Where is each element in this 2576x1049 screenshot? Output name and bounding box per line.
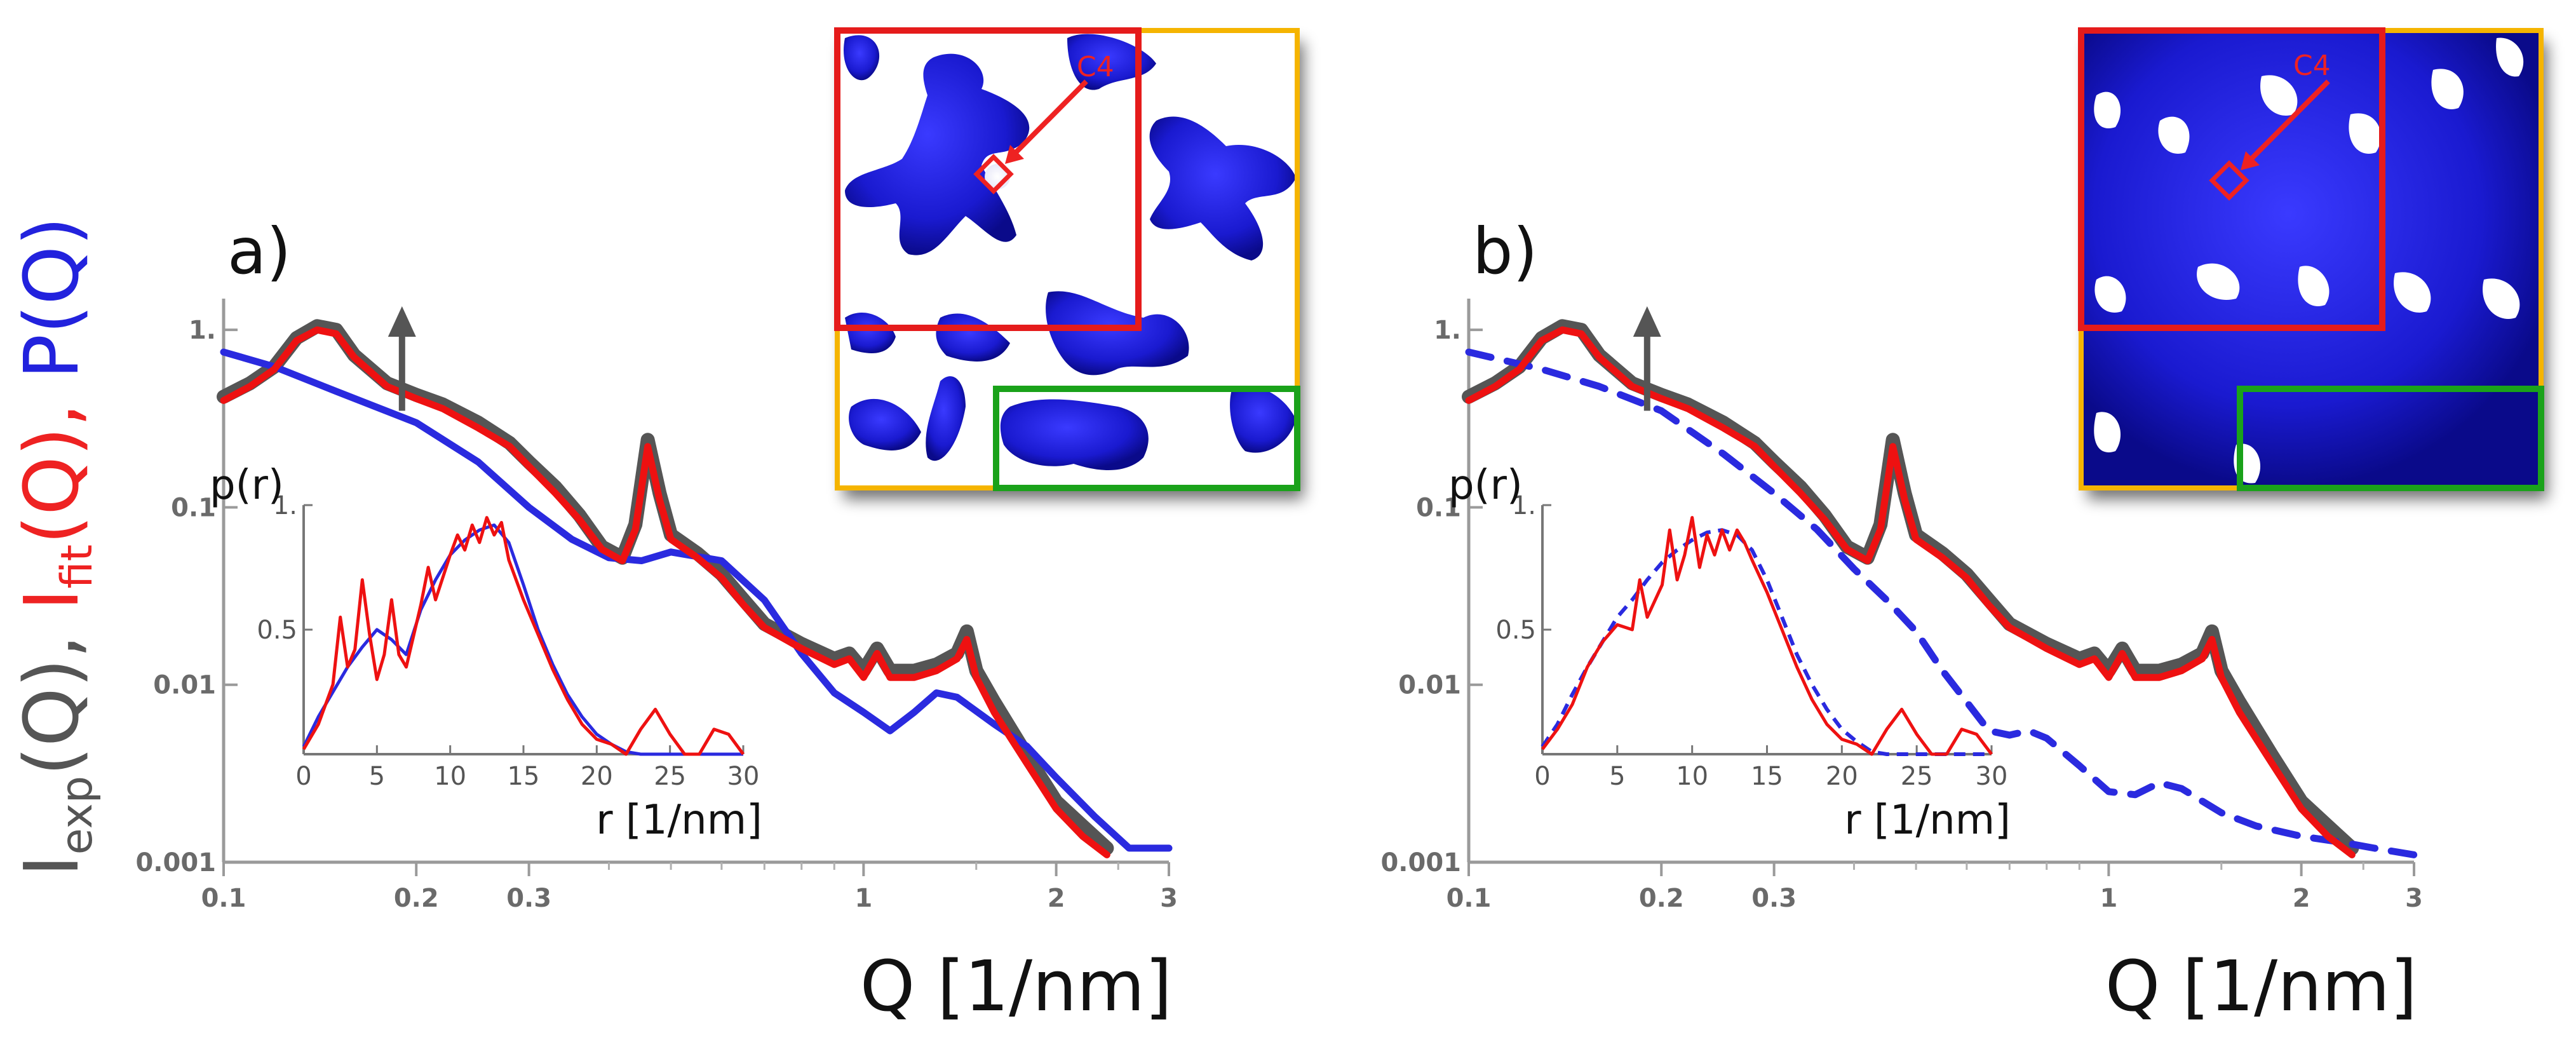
inset-b: 0 5 10 15 20 25 30 0.5 1.p(r) r [1/nm] (1448, 462, 2011, 844)
y-axis-title: Iexp(Q), Ifit(Q), P(Q) (8, 217, 102, 877)
x-tick-label: 0.1 (201, 884, 246, 913)
inset-x-tick-label: 0 (295, 762, 311, 791)
inset-x-tick-label: 0 (1534, 762, 1550, 791)
x-tick-label: 0.3 (506, 884, 551, 913)
map-slice-frame (2237, 386, 2544, 491)
x-axis-title-b: Q [1/nm] (2105, 945, 2417, 1027)
peak-arrow-head (1633, 306, 1661, 337)
x-tick-label: 1 (854, 884, 872, 913)
peak-arrow-head (388, 306, 416, 337)
x-tick-label: 0.3 (1751, 884, 1797, 913)
y-axis-title-part: fit (52, 545, 102, 589)
y-axis-title-part: (Q), (8, 379, 95, 545)
series-line-pq (220, 348, 1173, 852)
y-axis-title-part: P(Q) (8, 217, 95, 379)
x-axis-title-a: Q [1/nm] (860, 945, 1172, 1027)
panel-a: a) 0.1 0.2 0.3 1 2 3 0.001 0.01 0.1 1. 0 5 10 15 20 25… (135, 27, 1300, 1027)
series-layer-b (1462, 306, 2418, 858)
x-tick-label: 2 (2293, 884, 2310, 913)
x-tick-label: 2 (1048, 884, 1065, 913)
map-unit-cell-frame (2078, 27, 2385, 331)
inset-y-tick-label: 0.5 (1495, 616, 1536, 645)
x-tick-label: 1 (2100, 884, 2117, 913)
y-axis-title-part: I (8, 588, 95, 611)
c4-arrow-head (1005, 145, 1024, 164)
inset-y-axis-title: p(r) (1448, 462, 1523, 509)
y-axis-title-part: (Q), (8, 611, 95, 776)
y-axis-title-part: I (8, 855, 95, 877)
series-line-ifitq (220, 326, 1110, 858)
inset-x-tick-label: 10 (1676, 762, 1708, 791)
y-tick-label: 1. (1434, 316, 1461, 345)
inset-y-tick-label: 1. (273, 491, 297, 520)
x-tick-label: 0.2 (1639, 884, 1684, 913)
inset-x-tick-label: 20 (581, 762, 613, 791)
y-tick-label: 0.01 (153, 671, 216, 700)
y-tick-label: 0.01 (1398, 671, 1461, 700)
c4-arrow-line (1011, 79, 1088, 157)
x-tick-label: 3 (2405, 884, 2423, 913)
inset-x-tick-label: 30 (727, 762, 760, 791)
inset-x-tick-label: 25 (1901, 762, 1933, 791)
inset-y-tick-label: 0.5 (257, 616, 297, 645)
inset-y-tick-label: 1. (1512, 491, 1536, 520)
series-line-pq (1465, 348, 2418, 858)
c4-label: C4 (2293, 50, 2331, 82)
series-line-ifitq (1465, 326, 2356, 858)
y-tick-label: 1. (189, 316, 216, 345)
y-tick-label: 0.001 (1380, 848, 1461, 877)
map-unit-cell-frame (834, 27, 1142, 331)
map-slice-frame (993, 386, 1300, 491)
x-tick-label: 0.1 (1446, 884, 1492, 913)
inset-x-tick-label: 10 (434, 762, 466, 791)
inset-series-line (1541, 516, 1993, 756)
density-map-a: C4 (834, 27, 1300, 491)
series-layer-a (217, 306, 1173, 858)
density-holes (2081, 30, 2541, 488)
inset-x-tick-label: 30 (1976, 762, 2008, 791)
c4-marker (2209, 160, 2249, 201)
inset-x-tick-label: 5 (1609, 762, 1625, 791)
inset-x-tick-label: 25 (654, 762, 686, 791)
inset-y-axis-title: p(r) (210, 462, 284, 509)
c4-label: C4 (1077, 51, 1114, 83)
inset-series-line (302, 516, 745, 756)
panel-b: b) 0.1 0.2 0.3 1 2 3 0.001 0.01 0.1 1. 0 5 10 15 20 25… (1380, 27, 2544, 1027)
inset-x-tick-label: 15 (508, 762, 540, 791)
y-tick-label: 0.1 (171, 493, 216, 522)
inset-x-axis-title: r [1/nm] (1844, 797, 2011, 844)
x-tick-label: 3 (1160, 884, 1178, 913)
main-axes-b: 0.1 0.2 0.3 1 2 3 0.001 0.01 0.1 1. (1380, 299, 2423, 913)
x-tick-label: 0.2 (394, 884, 439, 913)
panel-label-b: b) (1473, 214, 1538, 288)
y-tick-label: 0.1 (1416, 493, 1461, 522)
panel-label-a: a) (227, 214, 291, 288)
c4-arrow-head (2241, 151, 2260, 170)
main-axes-a: 0.1 0.2 0.3 1 2 3 0.001 0.01 0.1 1. (135, 299, 1178, 913)
inset-x-tick-label: 20 (1826, 762, 1858, 791)
inset-x-tick-label: 15 (1751, 762, 1783, 791)
y-tick-label: 0.001 (135, 848, 216, 877)
inset-x-axis-title: r [1/nm] (596, 797, 762, 844)
density-map-b: C4 (2078, 27, 2544, 491)
inset-x-tick-label: 5 (369, 762, 385, 791)
c4-marker (973, 154, 1014, 194)
y-axis-title-part: exp (52, 776, 102, 855)
c4-arrow-line (2247, 79, 2330, 163)
inset-a: 0 5 10 15 20 25 30 0.5 1.p(r) r [1/nm] (210, 462, 762, 844)
